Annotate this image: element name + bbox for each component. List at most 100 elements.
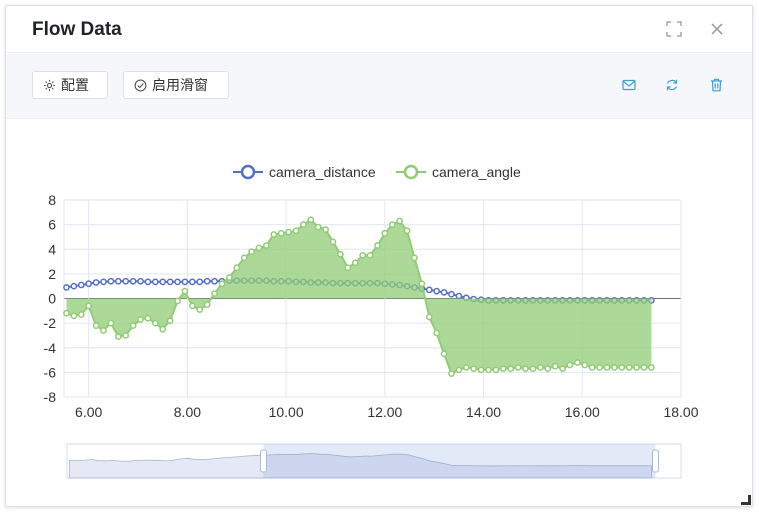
camera-distance-point[interactable] [440, 288, 448, 296]
camera-angle-point[interactable] [396, 217, 403, 225]
trash-icon[interactable] [708, 77, 724, 93]
camera-angle-point[interactable] [359, 252, 366, 259]
camera-angle-point[interactable] [300, 221, 307, 228]
camera-distance-point[interactable] [100, 278, 107, 286]
camera-distance-point[interactable] [122, 277, 130, 285]
camera-angle-point[interactable] [211, 290, 218, 297]
camera-angle-point[interactable] [314, 223, 322, 231]
camera-angle-point[interactable] [381, 229, 389, 237]
camera-angle-point[interactable] [462, 364, 470, 371]
camera-angle-point[interactable] [499, 365, 507, 373]
camera-distance-point[interactable] [196, 278, 204, 286]
camera-angle-point[interactable] [137, 316, 144, 323]
camera-angle-point[interactable] [559, 365, 566, 373]
camera-angle-point[interactable] [114, 333, 122, 341]
camera-distance-point[interactable] [174, 278, 181, 286]
camera-angle-point[interactable] [63, 309, 70, 317]
camera-angle-point[interactable] [263, 242, 270, 249]
camera-angle-point[interactable] [285, 228, 292, 236]
camera-angle-point[interactable] [337, 250, 344, 258]
camera-angle-point[interactable] [351, 259, 359, 267]
camera-angle-point[interactable] [648, 364, 655, 371]
camera-distance-point[interactable] [114, 277, 122, 285]
camera-angle-point[interactable] [159, 325, 167, 333]
camera-angle-point[interactable] [388, 221, 396, 228]
camera-angle-point[interactable] [418, 280, 426, 288]
camera-angle-point[interactable] [581, 361, 589, 369]
camera-distance-point[interactable] [63, 284, 70, 291]
datazoom-window[interactable] [263, 444, 656, 478]
camera-angle-point[interactable] [107, 319, 115, 327]
camera-angle-point[interactable] [485, 366, 492, 374]
camera-angle-point[interactable] [270, 231, 278, 238]
camera-angle-point[interactable] [151, 319, 159, 327]
camera-distance-point[interactable] [455, 292, 463, 300]
camera-angle-point[interactable] [470, 365, 478, 373]
camera-angle-point[interactable] [344, 264, 352, 272]
camera-distance-point[interactable] [92, 279, 100, 286]
camera-angle-point[interactable] [440, 350, 448, 358]
camera-angle-point[interactable] [92, 322, 100, 329]
camera-distance-point[interactable] [159, 278, 167, 286]
camera-angle-point[interactable] [307, 216, 315, 224]
camera-angle-point[interactable] [566, 361, 574, 369]
legend-marker-camera-angle[interactable] [403, 164, 419, 180]
camera-angle-point[interactable] [240, 254, 248, 262]
camera-angle-point[interactable] [277, 229, 285, 237]
camera-angle-point[interactable] [477, 366, 485, 374]
camera-angle-point[interactable] [640, 364, 648, 371]
camera-angle-point[interactable] [455, 366, 463, 374]
camera-angle-point[interactable] [573, 359, 581, 366]
camera-angle-point[interactable] [374, 242, 381, 249]
camera-angle-point[interactable] [166, 317, 174, 325]
camera-angle-point[interactable] [292, 227, 300, 235]
camera-angle-point[interactable] [425, 313, 433, 321]
resize-handle[interactable] [741, 495, 751, 505]
camera-angle-point[interactable] [514, 364, 522, 371]
camera-distance-point[interactable] [107, 277, 115, 285]
camera-angle-point[interactable] [329, 238, 337, 246]
camera-distance-point[interactable] [144, 278, 152, 286]
camera-distance-point[interactable] [129, 277, 137, 285]
camera-angle-point[interactable] [322, 226, 329, 233]
camera-distance-point[interactable] [188, 278, 196, 286]
datazoom-handle-left[interactable] [259, 449, 267, 473]
camera-angle-point[interactable] [203, 301, 211, 309]
camera-angle-point[interactable] [248, 248, 255, 256]
datazoom-handle-right[interactable] [652, 449, 660, 473]
camera-distance-point[interactable] [433, 287, 441, 295]
camera-distance-point[interactable] [85, 280, 93, 288]
legend-label-camera-distance[interactable]: camera_distance [269, 164, 376, 180]
camera-distance-point[interactable] [448, 290, 455, 298]
config-button[interactable]: 配置 [32, 71, 108, 99]
camera-angle-point[interactable] [618, 364, 626, 371]
camera-angle-point[interactable] [588, 364, 596, 371]
camera-angle-point[interactable] [366, 252, 374, 259]
camera-angle-point[interactable] [100, 327, 107, 334]
camera-angle-point[interactable] [181, 287, 189, 295]
camera-angle-point[interactable] [85, 302, 93, 310]
camera-angle-point[interactable] [411, 254, 418, 262]
camera-angle-point[interactable] [226, 274, 233, 281]
camera-distance-point[interactable] [425, 286, 433, 294]
camera-angle-point[interactable] [529, 365, 537, 373]
camera-angle-point[interactable] [551, 362, 559, 370]
close-icon[interactable] [708, 20, 726, 38]
camera-distance-point[interactable] [77, 281, 85, 289]
camera-angle-point[interactable] [233, 264, 241, 272]
camera-distance-point[interactable] [151, 278, 159, 286]
camera-angle-point[interactable] [188, 302, 196, 310]
camera-distance-point[interactable] [181, 278, 189, 286]
camera-angle-point[interactable] [255, 244, 263, 252]
legend-marker-camera-distance[interactable] [240, 164, 256, 180]
camera-distance-point[interactable] [166, 278, 174, 286]
camera-angle-point[interactable] [633, 364, 640, 371]
slide-window-button[interactable]: 启用滑窗 [123, 71, 229, 99]
camera-angle-point[interactable] [70, 312, 78, 320]
camera-angle-point[interactable] [174, 297, 181, 305]
legend-label-camera-angle[interactable]: camera_angle [432, 164, 521, 180]
camera-distance-point[interactable] [70, 282, 78, 290]
camera-angle-point[interactable] [448, 370, 455, 377]
camera-angle-point[interactable] [218, 280, 226, 288]
camera-angle-point[interactable] [144, 314, 152, 322]
